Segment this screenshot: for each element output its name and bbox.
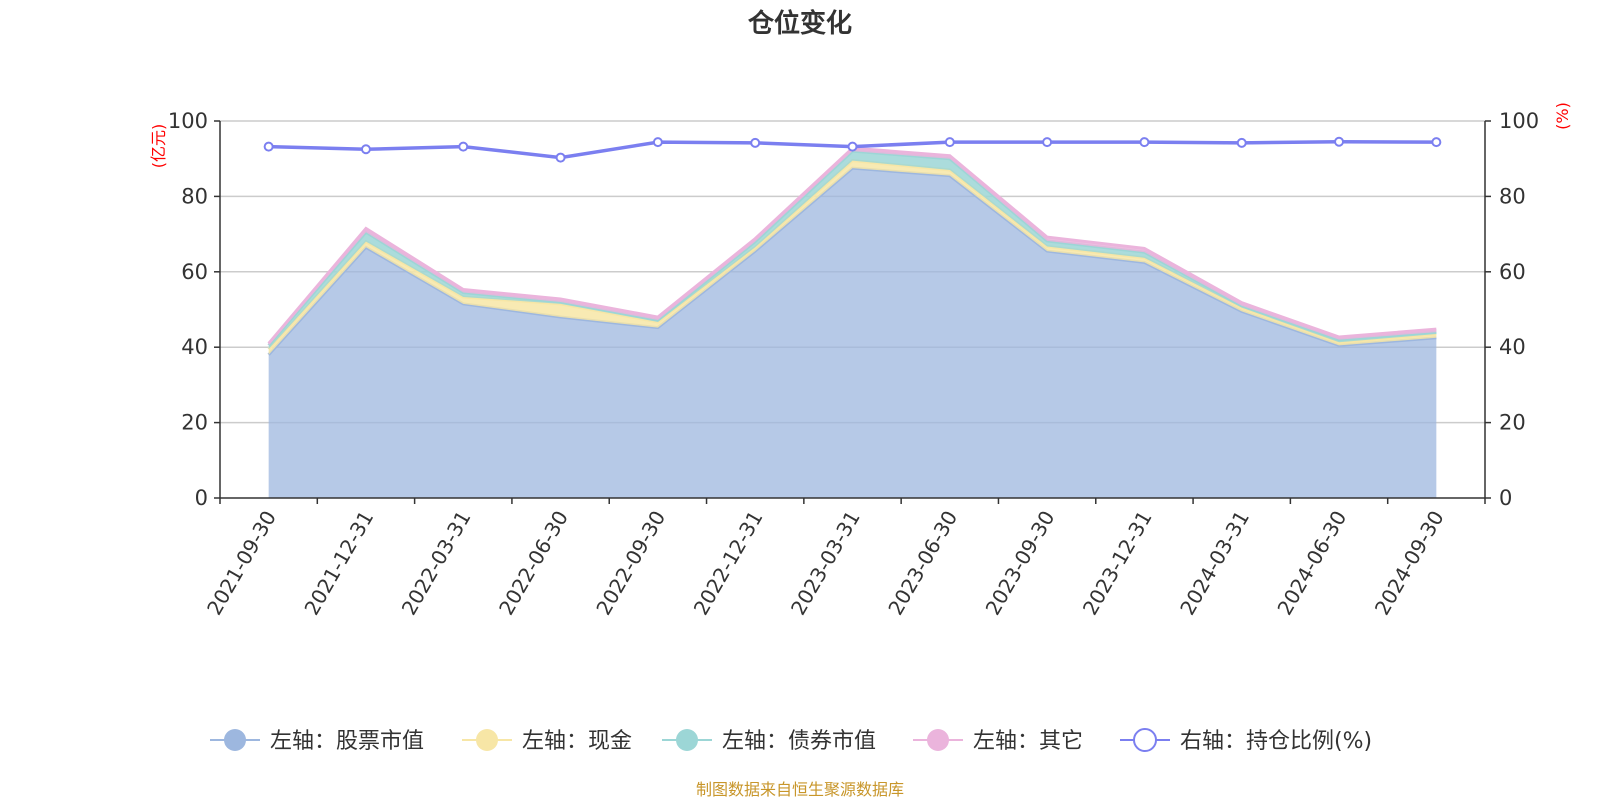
y-left-tick-label: 60 xyxy=(181,260,208,284)
x-tick-label: 2022-03-31 xyxy=(397,507,476,620)
line-point xyxy=(1139,137,1150,148)
line-point xyxy=(360,144,371,155)
legend-marker xyxy=(224,729,246,751)
legend-label: 左轴：债券市值 xyxy=(722,729,876,754)
y-right-tick-label: 20 xyxy=(1499,411,1526,435)
line-point xyxy=(944,137,955,148)
line-point xyxy=(1042,137,1053,148)
line-layer xyxy=(263,136,1442,163)
legend-label: 左轴：其它 xyxy=(973,729,1083,754)
y-left-tick-label: 0 xyxy=(195,486,208,510)
line-point xyxy=(555,152,566,163)
line-point xyxy=(652,137,663,148)
y-right-tick-label: 40 xyxy=(1499,335,1526,359)
legend: 左轴：股票市值 左轴：现金 左轴：债券市值 左轴：其它 右轴：持仓比例(%) xyxy=(210,728,1372,754)
area-series-1 xyxy=(268,168,1437,498)
line-point xyxy=(750,137,761,148)
y-left-tick-label: 20 xyxy=(181,411,208,435)
legend-label: 左轴：股票市值 xyxy=(270,729,424,754)
line-point xyxy=(1236,137,1247,148)
y-right-tick-label: 0 xyxy=(1499,486,1512,510)
x-tick-label: 2022-12-31 xyxy=(689,507,768,620)
x-tick-label: 2024-06-30 xyxy=(1272,507,1351,620)
data-source-note: 制图数据来自恒生聚源数据库 xyxy=(696,780,904,799)
legend-marker xyxy=(1133,728,1157,752)
legend-label: 右轴：持仓比例(%) xyxy=(1180,729,1372,754)
area-series-2 xyxy=(268,160,1437,355)
x-tick-label: 2023-09-30 xyxy=(981,507,1060,620)
line-point xyxy=(1431,137,1442,148)
y-right-tick-label: 80 xyxy=(1499,184,1526,208)
legend-marker xyxy=(927,729,949,751)
x-tick-label: 2022-09-30 xyxy=(591,507,670,620)
y-left-tick-label: 100 xyxy=(168,109,208,133)
y-left-tick-label: 80 xyxy=(181,184,208,208)
y-right-tick-label: 60 xyxy=(1499,260,1526,284)
x-tick-label: 2023-06-30 xyxy=(883,507,962,620)
x-tick-label: 2024-09-30 xyxy=(1370,507,1449,620)
x-tick-label: 2023-03-31 xyxy=(786,507,865,620)
area-layer xyxy=(267,146,1437,498)
line-point xyxy=(1334,136,1345,147)
x-tick-label: 2021-12-31 xyxy=(299,507,378,620)
x-tick-label: 2022-06-30 xyxy=(494,507,573,620)
line-point xyxy=(263,141,274,152)
x-tick-label: 2021-09-30 xyxy=(202,507,281,620)
legend-marker xyxy=(676,729,698,751)
legend-marker xyxy=(476,729,498,751)
y-right-tick-label: 100 xyxy=(1499,109,1539,133)
x-tick-label: 2024-03-31 xyxy=(1175,507,1254,620)
y-left-tick-label: 40 xyxy=(181,335,208,359)
line-point xyxy=(847,141,858,152)
right-axis-unit: (%) xyxy=(1553,102,1572,130)
x-tick-label: 2023-12-31 xyxy=(1078,507,1157,620)
left-axis-unit: (亿元) xyxy=(149,124,168,169)
line-point xyxy=(458,141,469,152)
chart-title: 仓位变化 xyxy=(747,8,852,39)
legend-label: 左轴：现金 xyxy=(522,729,632,754)
